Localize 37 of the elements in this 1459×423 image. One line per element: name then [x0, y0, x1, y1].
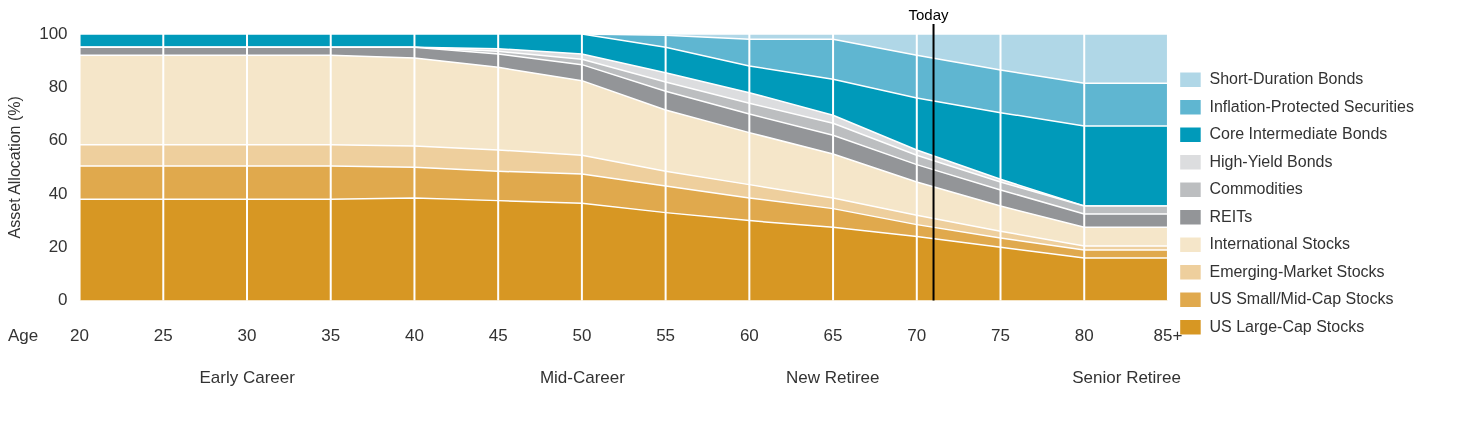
x-tick-label: 25 — [153, 326, 173, 346]
legend-label: Short-Duration Bonds — [1209, 70, 1364, 88]
legend-label: International Stocks — [1209, 235, 1350, 253]
legend-label: REITs — [1209, 207, 1253, 225]
legend-label: Core Intermediate Bonds — [1209, 125, 1388, 143]
legend-label: Inflation-Protected Securities — [1209, 97, 1414, 115]
x-tick-label: 70 — [907, 326, 927, 346]
x-tick-label: 55 — [656, 326, 676, 346]
x-tick-label: 65 — [823, 326, 843, 346]
x-tick-label: 40 — [404, 326, 424, 346]
y-tick-label: 60 — [48, 130, 68, 150]
x-tick-label: 30 — [237, 326, 257, 346]
legend-label: US Large-Cap Stocks — [1209, 317, 1365, 335]
text: Senior Retiree — [1072, 368, 1181, 388]
x-tick-label: 80 — [1074, 326, 1094, 346]
x-axis-title: Age — [8, 326, 39, 346]
x-tick-label: 35 — [321, 326, 341, 346]
y-axis-title: Asset Allocation (%) — [6, 96, 24, 239]
ref-line-label: Today — [908, 5, 950, 23]
legend-label: Emerging-Market Stocks — [1209, 262, 1385, 280]
legend-label: Commodities — [1209, 180, 1303, 198]
x-tick-label: 20 — [70, 326, 90, 346]
x-tick-label: 45 — [488, 326, 508, 346]
y-tick-label: 0 — [58, 290, 68, 310]
x-tick-label: 85+ — [1153, 326, 1183, 346]
text: Mid-Career — [539, 368, 626, 388]
y-tick-label: 40 — [48, 183, 68, 203]
x-tick-label: 75 — [991, 326, 1010, 346]
text: Early Career — [199, 368, 296, 388]
y-tick-label: 20 — [48, 236, 68, 256]
legend-label: High-Yield Bonds — [1209, 152, 1333, 170]
legend-label: US Small/Mid-Cap Stocks — [1209, 290, 1394, 308]
y-tick-label: 100 — [39, 23, 68, 43]
text: New Retiree — [785, 368, 880, 388]
x-tick-label: 50 — [572, 326, 592, 346]
y-tick-label: 80 — [48, 77, 68, 97]
x-tick-label: 60 — [739, 326, 759, 346]
